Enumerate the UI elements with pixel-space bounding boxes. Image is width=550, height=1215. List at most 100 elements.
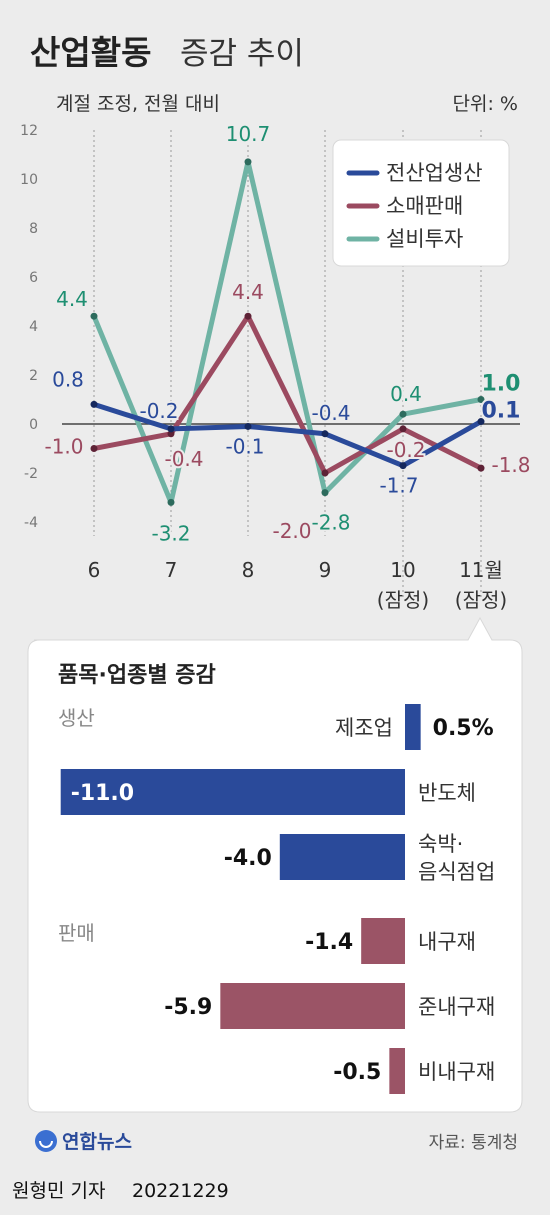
breakdown-title: 품목·업종별 증감: [58, 663, 216, 688]
credit-author: 원형민 기자: [12, 1180, 105, 1202]
source-label: 자료: 통계청: [429, 1133, 518, 1153]
data-point: [90, 445, 98, 452]
data-point: [321, 430, 329, 438]
series-lines: [91, 159, 484, 505]
data-label: 0.4: [390, 382, 422, 406]
data-label: -0.2: [139, 399, 178, 423]
guide-lines: [93, 130, 482, 600]
legend-label: 전산업생산: [386, 161, 483, 185]
y-tick-label: 10: [20, 172, 38, 188]
x-tick-label: 11월: [459, 558, 503, 582]
data-point: [477, 418, 485, 426]
group-label: 생산: [58, 706, 95, 730]
data-label: -3.2: [151, 521, 190, 545]
y-tick-label: -4: [24, 515, 38, 531]
bar-category-label: 비내구재: [418, 1060, 495, 1084]
bar: [60, 769, 405, 815]
y-axis-ticks: 12 10 8 6 4 2 0 -2 -4: [20, 123, 38, 531]
bar-value-label: -0.5: [333, 1060, 381, 1085]
data-label: -0.2: [386, 438, 425, 462]
bar-category-label: 음식점업: [418, 860, 495, 884]
bar: [279, 834, 405, 880]
data-label: -0.1: [225, 434, 264, 458]
data-point: [244, 158, 252, 166]
y-tick-label: -2: [24, 466, 38, 482]
line-chart: 12 10 8 6 4 2 0 -2 -4 0.8 -0.2 -0.1 -0.4 -1.7 0.1 -1.0…: [20, 120, 532, 612]
data-point: [244, 312, 252, 320]
agency-name: 연합뉴스: [62, 1131, 132, 1153]
data-labels: 0.8 -0.2 -0.1 -0.4 -1.7 0.1 -1.0 -0.4 4.4 -2.0 -0.…: [42, 120, 532, 548]
logo-icon: [35, 1130, 57, 1152]
series-line-2: [91, 159, 484, 505]
data-label: -1.7: [379, 474, 418, 498]
series-line-1: [91, 313, 484, 476]
y-tick-label: 2: [29, 368, 38, 384]
bar-category-label: 내구재: [418, 930, 476, 954]
x-tick-label: 7: [165, 558, 178, 582]
data-label: -0.4: [164, 447, 203, 471]
x-axis-ticks: 6 7 8 9 10 (잠정) 11월 (잠정): [88, 558, 508, 612]
data-label: 0.8: [52, 367, 84, 391]
data-point: [477, 464, 485, 472]
data-label: 4.4: [56, 287, 88, 311]
data-label: 10.7: [226, 122, 271, 146]
credit-date: 20221229: [132, 1180, 229, 1202]
bar-value-label: -5.9: [164, 995, 212, 1020]
agency-logo: 연합뉴스: [35, 1130, 132, 1153]
data-label: 0.1: [482, 399, 521, 424]
x-tick-label: 10: [390, 558, 415, 582]
x-tick-label: 8: [242, 558, 255, 582]
bar: [405, 704, 421, 750]
bar-category-label: 제조업: [335, 716, 393, 740]
data-point: [477, 396, 485, 403]
data-label: -1.0: [44, 435, 83, 459]
data-point: [244, 422, 252, 430]
title-rest: 증감 추이: [180, 36, 304, 72]
x-tick-sublabel: (잠정): [377, 588, 429, 612]
group-label: 판매: [58, 921, 95, 945]
data-point: [167, 498, 175, 506]
series-points: [90, 158, 485, 506]
title-bold: 산업활동: [30, 33, 151, 72]
y-tick-label: 8: [29, 221, 38, 237]
bar: [361, 918, 405, 964]
data-label: 1.0: [482, 372, 521, 397]
y-tick-label: 6: [29, 270, 38, 286]
data-point: [167, 425, 175, 433]
bar-value-label: -11.0: [71, 781, 134, 806]
legend-label: 설비투자: [386, 227, 463, 251]
data-point: [399, 410, 407, 418]
bar: [389, 1048, 405, 1094]
x-tick-label: 9: [319, 558, 332, 582]
bar-value-label: -4.0: [224, 846, 272, 871]
data-label: -2.8: [311, 511, 350, 535]
data-point: [321, 489, 329, 497]
data-label: -0.4: [311, 401, 350, 425]
data-point: [399, 462, 407, 470]
subtitle: 계절 조정, 전월 대비: [56, 93, 220, 115]
legend-label: 소매판매: [386, 194, 463, 218]
y-tick-label: 12: [20, 123, 38, 139]
x-tick-sublabel: (잠정): [455, 588, 507, 612]
data-point: [399, 425, 407, 433]
x-tick-label: 6: [88, 558, 101, 582]
y-tick-label: 4: [29, 319, 38, 335]
bar-category-label: 준내구재: [418, 995, 495, 1019]
bar: [220, 983, 405, 1029]
data-point: [90, 312, 98, 320]
bar-category-label: 반도체: [418, 781, 476, 805]
bar-value-label: 0.5%: [433, 716, 494, 741]
unit-label: 단위: %: [453, 93, 518, 115]
data-point: [90, 400, 98, 408]
series-line-0: [91, 401, 484, 469]
data-label: -1.8: [491, 453, 530, 477]
data-point: [321, 469, 329, 477]
bar-value-label: -1.4: [305, 930, 353, 955]
data-label: -2.0: [272, 519, 311, 543]
bar-category-label: 숙박·: [418, 832, 463, 856]
data-label: 4.4: [232, 280, 264, 304]
data-point: [167, 430, 175, 438]
y-tick-label: 0: [29, 417, 38, 433]
